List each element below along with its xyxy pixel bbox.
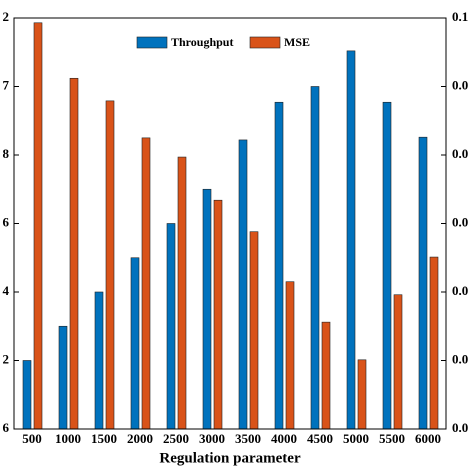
x-axis-label: Regulation parameter [159, 450, 301, 466]
bar [285, 281, 295, 430]
bar [69, 77, 79, 430]
bar [357, 359, 367, 430]
bar [58, 325, 68, 430]
y2-tick-label: 0.1 [452, 9, 468, 24]
legend-swatch [136, 36, 168, 49]
x-tick-label: 3000 [199, 431, 225, 446]
x-tick-label: 6000 [415, 431, 441, 446]
bar [249, 231, 259, 430]
bar [166, 223, 176, 430]
y2-tick-label: 0.0 [452, 283, 468, 298]
x-tick-label: 1000 [55, 431, 81, 446]
bar [382, 101, 392, 430]
bar [238, 139, 248, 430]
bar [321, 321, 331, 430]
bar [141, 137, 151, 430]
y2-tick-label: 0.0 [452, 146, 468, 161]
bar [213, 199, 223, 430]
bar [202, 188, 212, 430]
x-tick-label: 3500 [235, 431, 261, 446]
legend-label: MSE [284, 35, 310, 49]
y2-tick-label: 0.0 [452, 420, 468, 435]
bar [130, 257, 140, 430]
bar [33, 22, 43, 430]
y2-tick-label: 0.0 [452, 351, 468, 366]
bar [393, 294, 403, 430]
bar [310, 86, 320, 430]
y-tick-label: 8 [3, 146, 10, 161]
x-tick-label: 1500 [91, 431, 117, 446]
legend-label: Throughput [171, 35, 233, 49]
y-tick-label: 6 [3, 420, 10, 435]
y-tick-label: 6 [3, 214, 10, 229]
bar [177, 156, 187, 430]
bar [94, 291, 104, 430]
bar [105, 100, 115, 430]
x-tick-label: 5000 [343, 431, 369, 446]
x-tick-label: 2500 [163, 431, 189, 446]
bar [429, 256, 439, 430]
legend-swatch [249, 36, 281, 49]
x-tick-label: 2000 [127, 431, 153, 446]
x-tick-label: 4500 [307, 431, 333, 446]
y-tick-label: 7 [3, 77, 10, 92]
plot-frame [13, 17, 447, 430]
x-tick-label: 5500 [379, 431, 405, 446]
bar [346, 50, 356, 430]
bar [274, 101, 284, 430]
y-tick-label: 2 [3, 351, 10, 366]
bar [22, 360, 32, 430]
bar [418, 136, 428, 430]
x-tick-label: 4000 [271, 431, 297, 446]
y-tick-label: 2 [3, 9, 10, 24]
y2-tick-label: 0.0 [452, 77, 468, 92]
x-tick-label: 500 [22, 431, 42, 446]
y-tick-label: 4 [3, 283, 10, 298]
y2-tick-label: 0.0 [452, 214, 468, 229]
